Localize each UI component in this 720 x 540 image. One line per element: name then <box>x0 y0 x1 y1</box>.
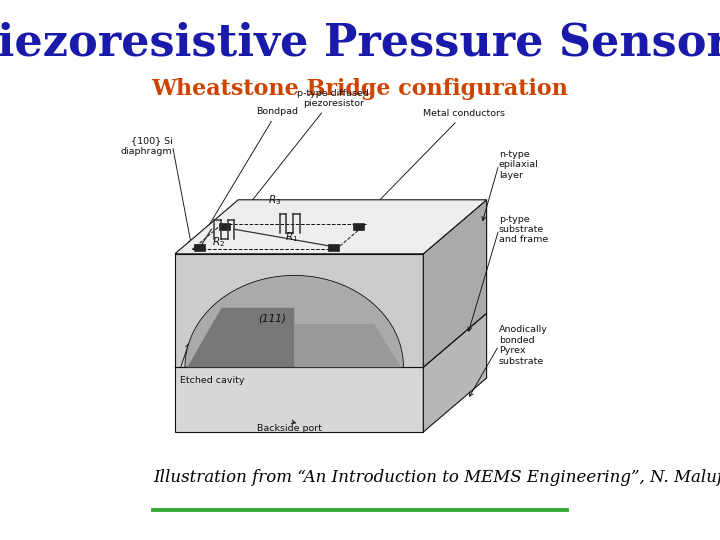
Text: Piezoresistive Pressure Sensors: Piezoresistive Pressure Sensors <box>0 22 720 65</box>
Text: $R_2$: $R_2$ <box>212 235 225 249</box>
Text: $R_3$: $R_3$ <box>268 193 282 207</box>
Text: Illustration from “An Introduction to MEMS Engineering”, N. Maluf: Illustration from “An Introduction to ME… <box>153 469 720 486</box>
Text: Metal conductors: Metal conductors <box>336 109 505 245</box>
Polygon shape <box>294 324 401 367</box>
Text: Wheatstone Bridge configuration: Wheatstone Bridge configuration <box>152 78 568 100</box>
Text: Bondpad: Bondpad <box>202 107 298 238</box>
Text: {100} Si
diaphragm: {100} Si diaphragm <box>121 136 173 156</box>
Polygon shape <box>175 313 487 367</box>
Text: $R_1$: $R_1$ <box>285 230 298 244</box>
Text: Anodically
bonded
Pyrex
substrate: Anodically bonded Pyrex substrate <box>499 326 548 366</box>
Polygon shape <box>423 313 487 432</box>
Polygon shape <box>175 367 423 432</box>
Text: Backside port: Backside port <box>257 424 322 433</box>
Text: p-type
substrate
and frame: p-type substrate and frame <box>499 214 548 245</box>
Polygon shape <box>423 200 487 367</box>
Polygon shape <box>175 254 423 367</box>
Polygon shape <box>219 222 230 230</box>
Polygon shape <box>194 244 205 251</box>
Text: n-type
epilaxial
layer: n-type epilaxial layer <box>499 150 539 180</box>
Polygon shape <box>353 222 364 230</box>
Text: p-type diffused
piezoresistor: p-type diffused piezoresistor <box>228 89 369 231</box>
Text: Etched cavity: Etched cavity <box>180 376 244 385</box>
Polygon shape <box>187 308 294 367</box>
Polygon shape <box>175 200 487 254</box>
Text: (111): (111) <box>258 313 287 323</box>
Polygon shape <box>185 275 403 367</box>
Polygon shape <box>328 244 339 251</box>
